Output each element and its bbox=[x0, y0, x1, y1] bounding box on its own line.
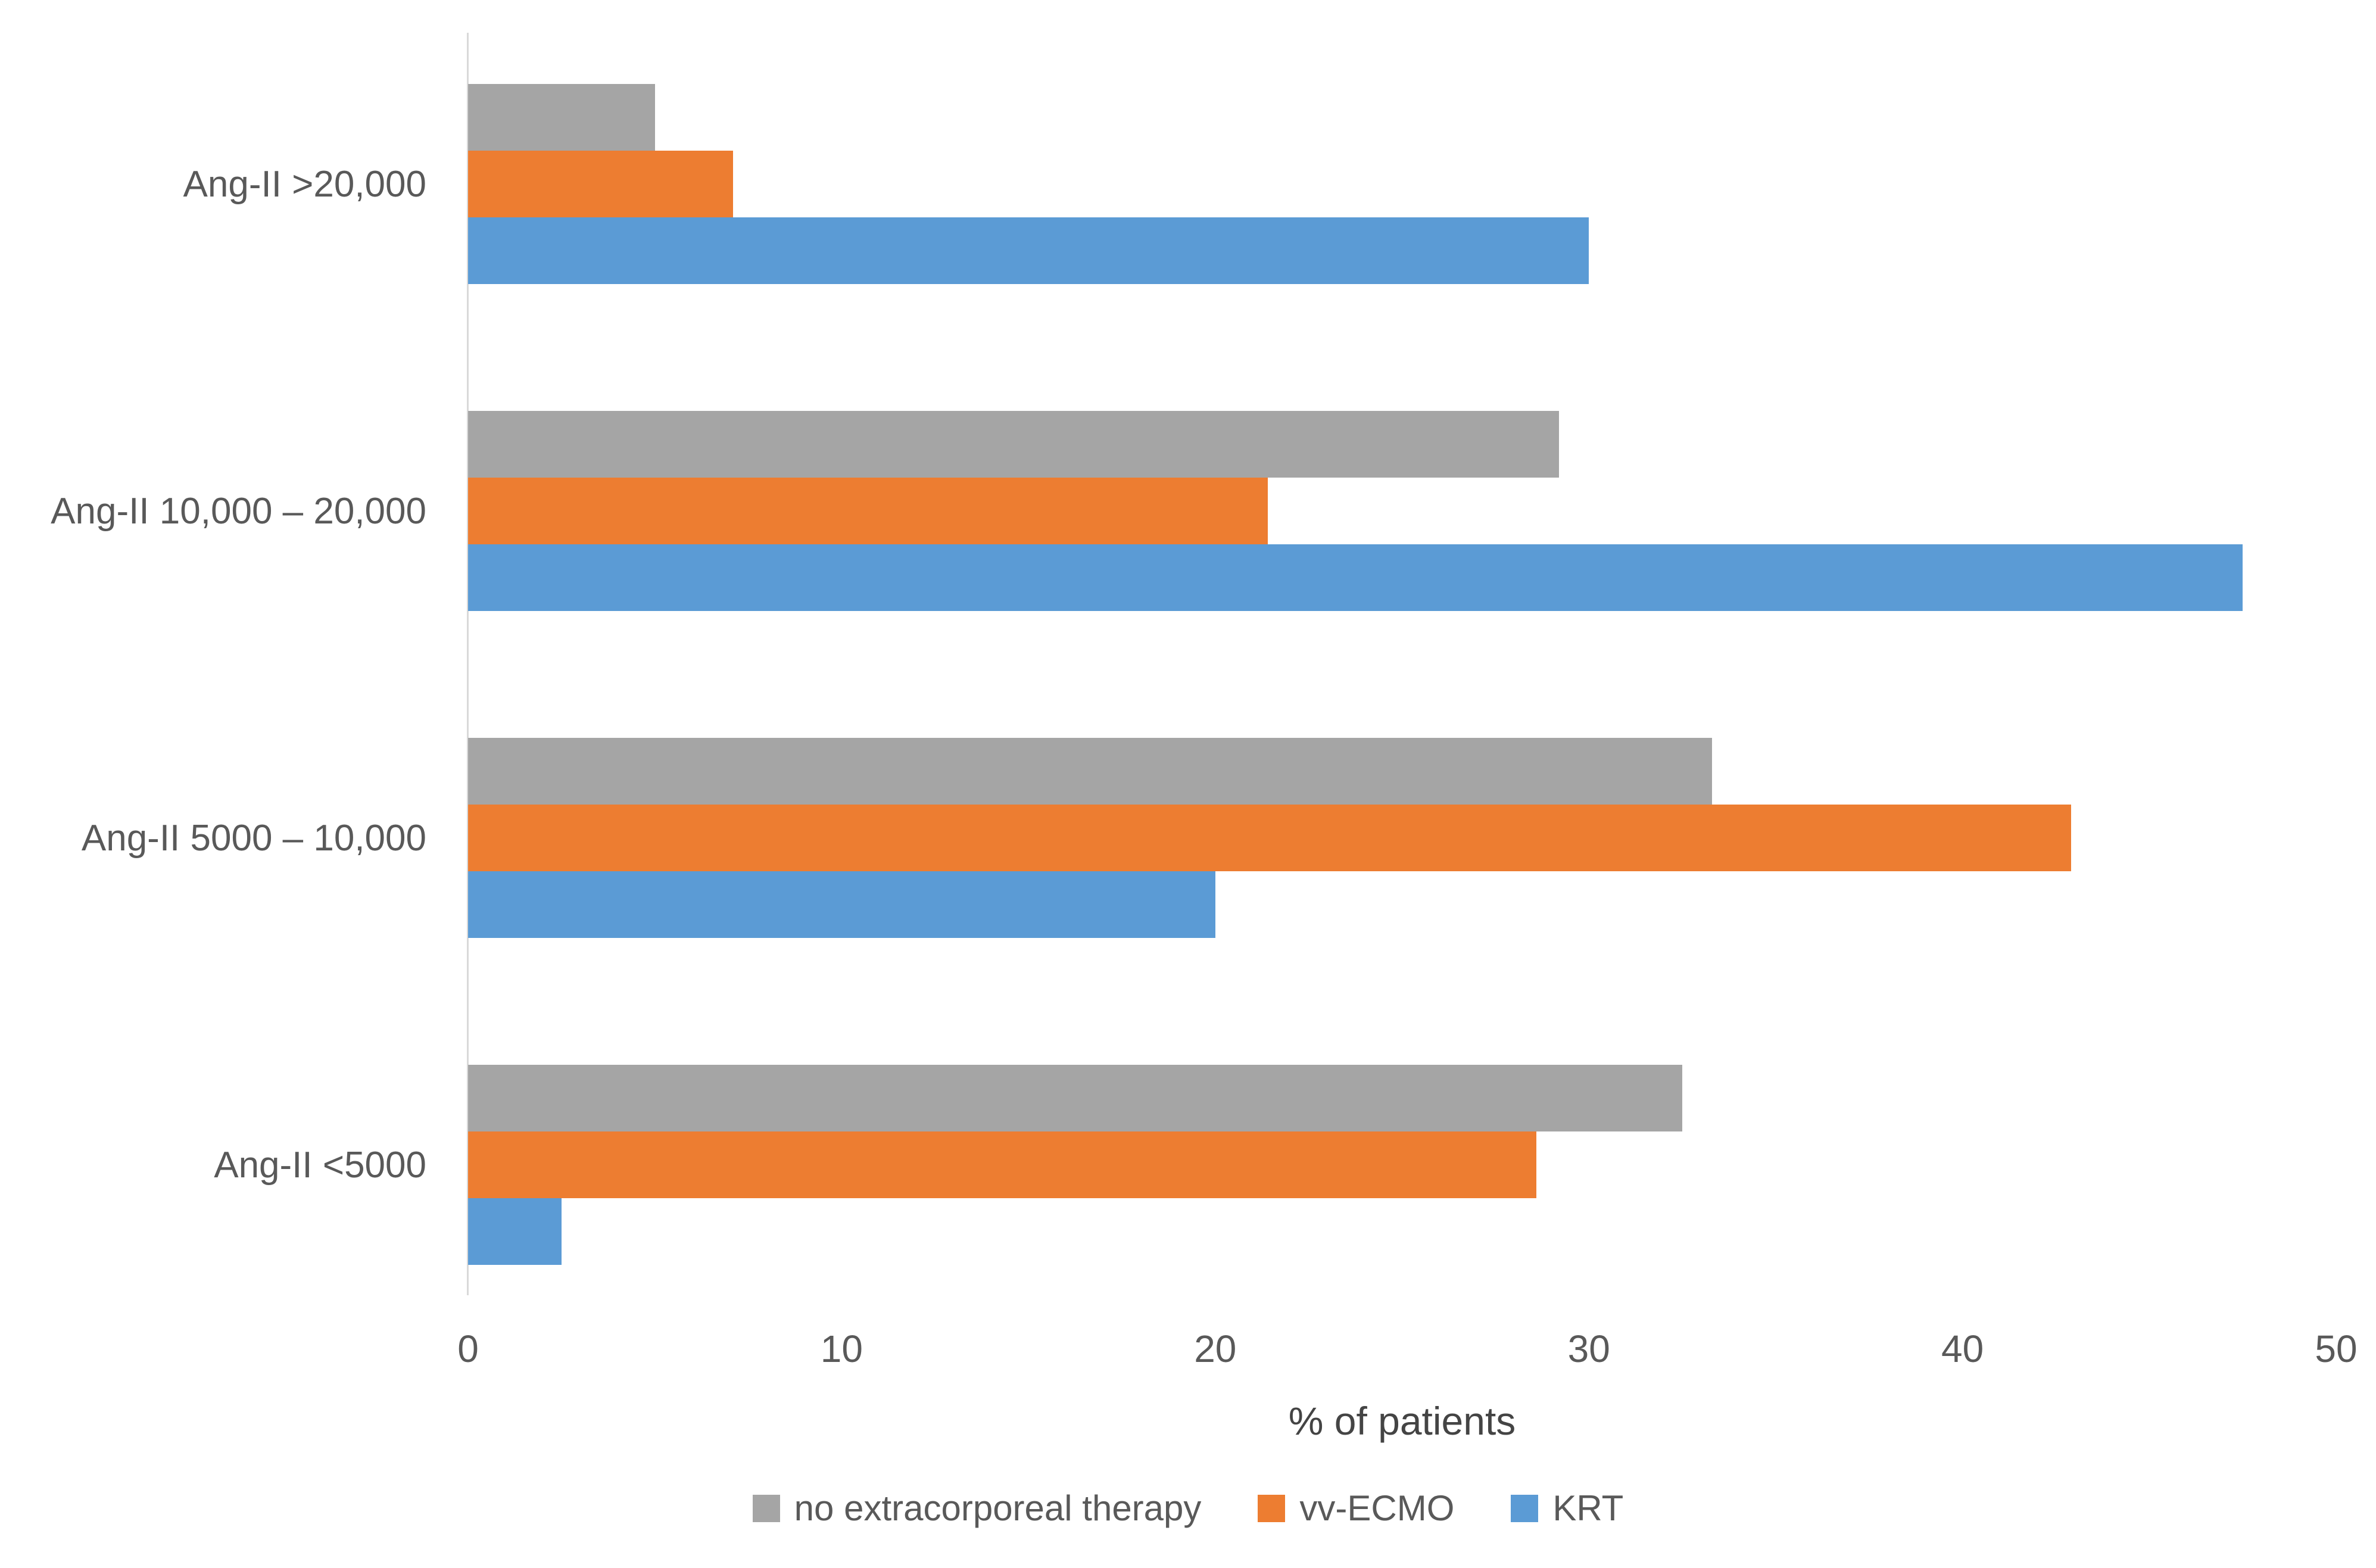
legend-swatch-icon bbox=[1511, 1494, 1539, 1522]
y-axis-line bbox=[467, 33, 469, 1295]
bar-krt-cat2 bbox=[468, 871, 1215, 938]
legend-swatch-icon bbox=[752, 1494, 780, 1522]
x-tick-label: 50 bbox=[2315, 1327, 2358, 1370]
bar-no-extracorporeal-therapy-cat1 bbox=[468, 411, 1559, 478]
bar-vv-ecmo-cat1 bbox=[468, 478, 1268, 544]
x-tick-label: 10 bbox=[820, 1327, 863, 1370]
bar-krt-cat0 bbox=[468, 217, 1589, 284]
bar-no-extracorporeal-therapy-cat2 bbox=[468, 738, 1713, 805]
bar-krt-cat1 bbox=[468, 544, 2243, 611]
category-label: Ang-II <5000 bbox=[214, 1144, 426, 1186]
legend-item: no extracorporeal therapy bbox=[752, 1488, 1202, 1529]
bar-no-extracorporeal-therapy-cat0 bbox=[468, 84, 655, 151]
legend-label: no extracorporeal therapy bbox=[794, 1488, 1202, 1528]
x-tick-label: 20 bbox=[1194, 1327, 1237, 1370]
category-label: Ang-II >20,000 bbox=[183, 163, 426, 205]
bar-vv-ecmo-cat0 bbox=[468, 151, 734, 217]
legend-item: vv-ECMO bbox=[1258, 1488, 1454, 1529]
x-axis-title: % of patients bbox=[1288, 1399, 1516, 1443]
bar-vv-ecmo-cat2 bbox=[468, 805, 2071, 871]
legend-label: KRT bbox=[1552, 1488, 1624, 1528]
legend-item: KRT bbox=[1511, 1488, 1623, 1529]
category-label: Ang-II 5000 – 10,000 bbox=[81, 817, 426, 859]
bar-no-extracorporeal-therapy-cat3 bbox=[468, 1065, 1683, 1131]
legend-swatch-icon bbox=[1258, 1494, 1286, 1522]
legend-label: vv-ECMO bbox=[1299, 1488, 1455, 1528]
x-tick-label: 0 bbox=[457, 1327, 479, 1370]
plot-area bbox=[467, 33, 2336, 1295]
bar-vv-ecmo-cat3 bbox=[468, 1131, 1537, 1198]
legend: no extracorporeal therapy vv-ECMO KRT bbox=[0, 1488, 2376, 1529]
x-tick-label: 40 bbox=[1941, 1327, 1984, 1370]
x-tick-label: 30 bbox=[1567, 1327, 1610, 1370]
bar-krt-cat3 bbox=[468, 1198, 562, 1265]
category-label: Ang-II 10,000 – 20,000 bbox=[51, 490, 426, 532]
